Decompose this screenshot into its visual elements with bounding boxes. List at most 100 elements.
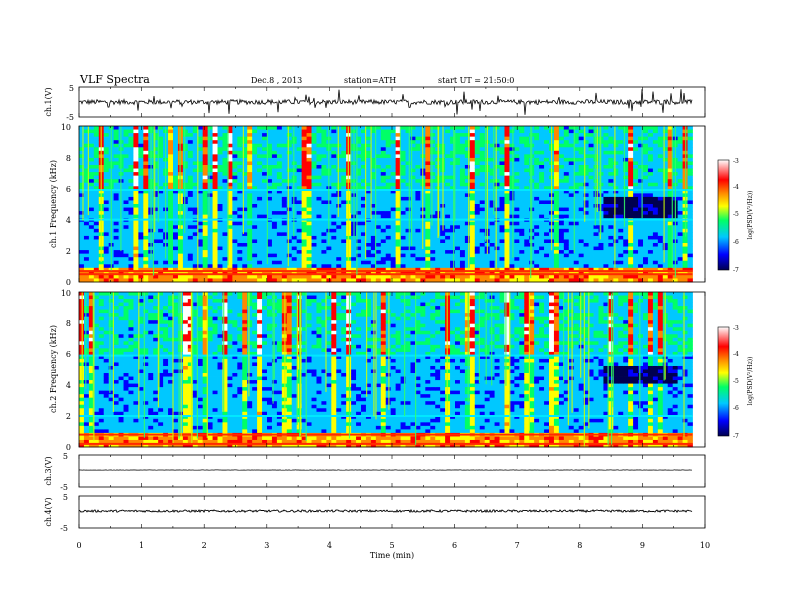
spectrogram-cell bbox=[286, 228, 293, 233]
spectrogram-cell bbox=[588, 140, 594, 145]
spectrogram-cell bbox=[608, 129, 614, 134]
spectrogram-cell bbox=[504, 260, 510, 265]
spectrogram-cell bbox=[301, 133, 307, 138]
spectrogram-cell bbox=[544, 182, 550, 187]
spectrogram-cell bbox=[222, 161, 228, 166]
spectrogram-cell bbox=[613, 157, 619, 162]
spectrogram-cell bbox=[385, 172, 392, 177]
spectrogram-cell bbox=[464, 186, 471, 191]
spectrogram-cell bbox=[227, 257, 233, 262]
spectrogram-cell bbox=[177, 243, 184, 247]
spectrogram-cell bbox=[494, 246, 500, 251]
spectrogram-cell bbox=[276, 243, 283, 247]
spectrogram-cell bbox=[544, 207, 550, 212]
spectrogram-cell bbox=[123, 193, 129, 198]
spectrogram-cell bbox=[375, 136, 382, 141]
spectrogram-cell bbox=[553, 253, 560, 258]
spectrogram-cell bbox=[633, 253, 639, 258]
spectrogram-cell bbox=[623, 221, 629, 226]
spectrogram-cell bbox=[489, 193, 495, 198]
spectrogram-cell bbox=[296, 225, 303, 230]
spectrogram-cell bbox=[336, 126, 342, 130]
spectrogram-cell bbox=[123, 207, 129, 212]
spectrogram-cell bbox=[558, 136, 565, 141]
spectrogram-cell bbox=[390, 172, 397, 177]
spectrogram-cell bbox=[633, 157, 639, 162]
spectrogram-cell bbox=[242, 200, 248, 205]
spectrogram-cell bbox=[489, 186, 495, 191]
spectrogram-cell bbox=[628, 278, 634, 283]
spectrogram-cell bbox=[242, 267, 248, 272]
spectrogram-cell bbox=[173, 172, 179, 177]
spectrogram-cell bbox=[474, 228, 481, 233]
spectrogram-cell bbox=[484, 257, 491, 262]
spectrogram-cell bbox=[583, 147, 589, 152]
spectrogram-cell bbox=[242, 239, 248, 244]
spectrogram-cell bbox=[494, 207, 500, 212]
spectrogram-cell bbox=[400, 204, 406, 208]
spectrogram-cell bbox=[509, 228, 515, 233]
spectrogram-cell bbox=[237, 182, 243, 187]
spectrogram-cell bbox=[578, 214, 585, 219]
spectrogram-cell bbox=[603, 161, 609, 166]
spectrogram-cell bbox=[588, 257, 594, 262]
spectrogram-cell bbox=[173, 157, 179, 162]
spectrogram-cell bbox=[232, 161, 238, 166]
spectrogram-cell bbox=[217, 235, 223, 240]
spectrogram-cell bbox=[494, 140, 500, 145]
spectrogram-cell bbox=[232, 235, 238, 240]
spectrogram-cell bbox=[469, 168, 476, 173]
spectrogram-cell bbox=[623, 196, 629, 201]
spectrogram-cell bbox=[173, 260, 179, 265]
spectrogram-cell bbox=[395, 196, 401, 201]
spectrogram-cell bbox=[509, 175, 515, 180]
spectrogram-cell bbox=[524, 235, 530, 240]
spectrogram-cell bbox=[237, 157, 243, 162]
spectrogram-cell bbox=[197, 161, 204, 166]
spectrogram-cell bbox=[138, 225, 144, 230]
spectrogram-cell bbox=[410, 189, 416, 194]
spectrogram-cell bbox=[311, 172, 317, 177]
spectrogram-cell bbox=[158, 207, 164, 212]
spectrogram-cell bbox=[375, 186, 382, 191]
spectrogram-cell bbox=[197, 239, 204, 244]
spectrogram-cell bbox=[365, 235, 372, 240]
spectrogram-cell bbox=[558, 243, 565, 247]
spectrogram-cell bbox=[365, 189, 372, 194]
spectrogram-cell bbox=[192, 143, 199, 148]
spectrogram-cell bbox=[410, 154, 416, 159]
spectrogram-cell bbox=[271, 172, 278, 177]
spectrogram-cell bbox=[262, 136, 268, 141]
spectrogram-cell bbox=[128, 136, 134, 141]
spectrogram-cell bbox=[291, 165, 298, 169]
spectrogram-cell bbox=[177, 264, 184, 269]
spectrogram-cell bbox=[276, 278, 283, 283]
spectrogram-cell bbox=[623, 165, 629, 169]
spectrogram-cell bbox=[212, 257, 218, 262]
spectrogram-cell bbox=[271, 129, 278, 134]
spectrogram-cell bbox=[390, 260, 397, 265]
spectrogram-cell bbox=[158, 129, 164, 134]
spectrogram-cell bbox=[93, 129, 100, 134]
spectrogram-cell bbox=[207, 235, 213, 240]
spectrogram-cell bbox=[232, 154, 238, 159]
spectrogram-cell bbox=[608, 243, 614, 247]
spectrogram-cell bbox=[380, 257, 387, 262]
spectrogram-cell bbox=[158, 274, 164, 279]
spectrogram-cell bbox=[276, 172, 283, 177]
spectrogram-cell bbox=[519, 129, 525, 134]
spectrogram-cell bbox=[380, 267, 387, 272]
spectrogram-cell bbox=[262, 175, 268, 180]
spectrogram-cell bbox=[519, 189, 525, 194]
spectrogram-cell bbox=[509, 129, 515, 134]
spectrogram-cell bbox=[415, 189, 421, 194]
spectrogram-cell bbox=[430, 264, 436, 269]
spectrogram-cell bbox=[182, 175, 189, 180]
spectrogram-cell bbox=[365, 133, 372, 138]
spectrogram-cell bbox=[267, 204, 273, 208]
spectrogram-cell bbox=[316, 196, 322, 201]
spectrogram-cell bbox=[158, 235, 164, 240]
spectrogram-cell bbox=[469, 200, 476, 205]
spectrogram-cell bbox=[222, 136, 228, 141]
spectrogram-cell bbox=[494, 211, 500, 216]
